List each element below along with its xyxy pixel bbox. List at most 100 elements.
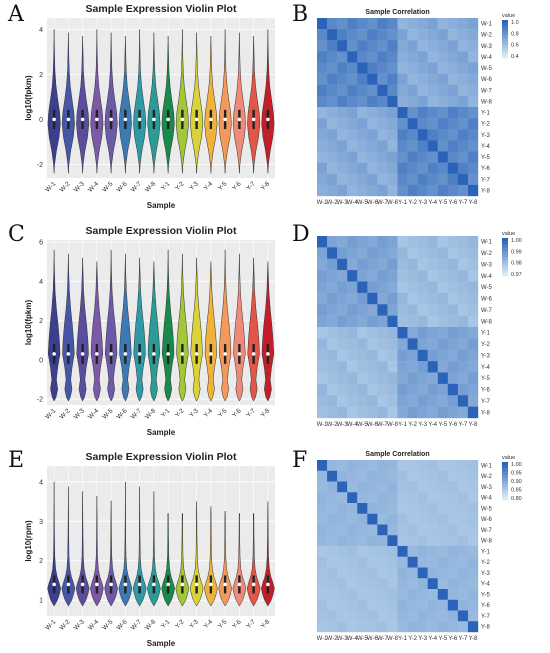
- legend-tick: 1.00: [511, 462, 522, 468]
- y-axis-label: log10(fpkm): [24, 300, 33, 346]
- heat-cell: [457, 107, 469, 119]
- heat-cell: [447, 372, 459, 385]
- heat-cell: [317, 406, 328, 419]
- legend-tick: 0.85: [511, 488, 522, 494]
- heat-cell: [387, 107, 398, 119]
- legend-gradient-step: [502, 487, 508, 491]
- legend-gradient-step: [502, 484, 508, 488]
- heat-cell: [327, 247, 338, 259]
- heat-cell: [447, 406, 459, 419]
- heat-cell: [397, 247, 408, 259]
- heat-cell: [317, 578, 328, 590]
- heat-cell: [377, 107, 388, 119]
- heat-cell: [377, 578, 388, 590]
- heat-cell: [347, 524, 358, 536]
- heat-cell: [457, 151, 469, 163]
- heat-cell: [337, 118, 348, 130]
- row-label: W-7: [481, 528, 493, 534]
- row-label: Y-4: [481, 582, 490, 588]
- legend-gradient-step: [502, 477, 508, 482]
- heat-cell: [407, 151, 418, 163]
- heat-cell: [407, 40, 418, 52]
- heat-cell: [427, 281, 438, 294]
- heat-cell: [467, 567, 479, 579]
- heat-cell: [367, 470, 378, 482]
- heat-cell: [347, 162, 358, 174]
- row-label: Y-1: [481, 549, 490, 555]
- heat-cell: [367, 129, 378, 141]
- heat-cell: [437, 610, 449, 622]
- heat-cell: [337, 315, 348, 328]
- violin-W-4: [90, 261, 104, 402]
- heat-cell: [457, 18, 469, 30]
- x-tick-label: W-6: [115, 618, 129, 632]
- heat-cell: [387, 95, 398, 108]
- x-tick-label: Y-4: [203, 180, 215, 192]
- heat-cell: [347, 395, 358, 407]
- heat-cell: [367, 621, 378, 633]
- heat-cell: [347, 129, 358, 141]
- legend-tick: 0.97: [511, 272, 522, 278]
- heat-cell: [317, 589, 328, 600]
- heat-cell: [397, 173, 408, 186]
- median-W-5: [109, 352, 113, 356]
- heat-cell: [317, 556, 328, 568]
- heat-cell: [427, 140, 438, 152]
- heat-cell: [407, 327, 418, 339]
- legend-gradient-step: [502, 247, 508, 251]
- heat-cell: [347, 304, 358, 316]
- legend-gradient-step: [502, 468, 508, 472]
- heat-cell: [357, 184, 368, 197]
- violin-chart-c: -2 0 2 4 6 Sample Expression Violin Plot Sampl…: [24, 225, 275, 437]
- median-Y-1: [166, 352, 170, 356]
- heat-cell: [407, 51, 418, 63]
- heat-cell: [367, 460, 378, 471]
- column-label: Y-3: [418, 200, 427, 206]
- heat-cell: [427, 513, 438, 525]
- x-tick-label: Y-2: [174, 180, 186, 192]
- heat-cell: [447, 247, 459, 259]
- heat-cell: [357, 349, 368, 362]
- heat-cell: [427, 173, 438, 186]
- row-label: Y-7: [481, 399, 490, 405]
- heat-cell: [367, 610, 378, 622]
- heat-cell: [397, 18, 408, 30]
- heat-cell: [417, 292, 428, 305]
- heat-cell: [357, 460, 368, 471]
- heat-cell: [397, 236, 408, 248]
- heat-cell: [337, 589, 348, 600]
- median-Y-7: [251, 352, 256, 356]
- legend-gradient-step: [502, 481, 508, 485]
- row-label: W-2: [481, 33, 493, 39]
- row-label: W-7: [481, 308, 493, 314]
- heat-cell: [347, 84, 358, 97]
- heat-cell: [327, 610, 338, 622]
- heat-cell: [407, 162, 418, 174]
- violin-Y-1: [161, 35, 175, 174]
- heat-cell: [407, 481, 418, 493]
- heat-cell: [407, 258, 418, 271]
- heat-cell: [437, 315, 449, 328]
- heat-cell: [367, 481, 378, 493]
- heat-cell: [347, 535, 358, 547]
- heat-cell: [357, 513, 368, 525]
- heat-cell: [447, 51, 459, 63]
- heat-cell: [367, 556, 378, 568]
- heat-cell: [437, 327, 449, 339]
- x-tick-label: Y-5: [217, 407, 229, 419]
- column-label: W-8: [387, 636, 399, 642]
- heat-cell: [387, 327, 398, 339]
- heat-cell: [447, 470, 459, 482]
- heat-cell: [327, 129, 338, 141]
- heat-cell: [437, 236, 449, 248]
- heat-cell: [447, 349, 459, 362]
- heat-cell: [317, 610, 328, 622]
- heat-cell: [387, 162, 398, 174]
- heat-cell: [407, 361, 418, 373]
- heat-cell: [407, 18, 418, 30]
- heat-cell: [427, 184, 438, 197]
- y-tick-label: 1: [39, 598, 43, 605]
- heat-cell: [317, 51, 328, 63]
- heat-cell: [367, 162, 378, 174]
- heat-cell: [387, 361, 398, 373]
